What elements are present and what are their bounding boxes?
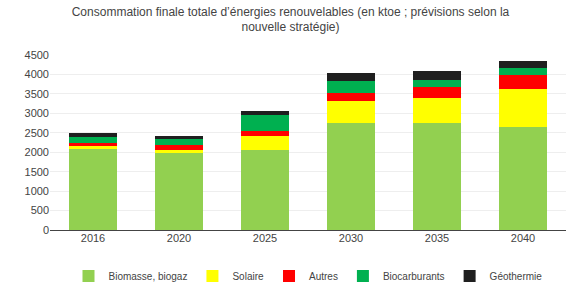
svg-text:2020: 2020 bbox=[167, 232, 191, 244]
svg-text:Consommation finale totale d’é: Consommation finale totale d’énergies re… bbox=[72, 5, 510, 35]
svg-text:Biocarburants: Biocarburants bbox=[383, 271, 445, 282]
svg-text:4500: 4500 bbox=[25, 49, 49, 61]
svg-text:2040: 2040 bbox=[511, 232, 535, 244]
svg-text:3500: 3500 bbox=[25, 88, 49, 100]
svg-text:2030: 2030 bbox=[339, 232, 363, 244]
svg-text:1500: 1500 bbox=[25, 166, 49, 178]
svg-text:Géothermie: Géothermie bbox=[490, 271, 543, 282]
svg-text:Solaire: Solaire bbox=[232, 271, 264, 282]
svg-text:2000: 2000 bbox=[25, 146, 49, 158]
svg-text:2016: 2016 bbox=[81, 232, 105, 244]
svg-text:0: 0 bbox=[43, 224, 49, 236]
svg-text:2025: 2025 bbox=[253, 232, 277, 244]
svg-text:4000: 4000 bbox=[25, 68, 49, 80]
svg-text:3000: 3000 bbox=[25, 107, 49, 119]
svg-text:2035: 2035 bbox=[425, 232, 449, 244]
svg-text:Biomasse, biogaz: Biomasse, biogaz bbox=[109, 271, 188, 282]
svg-text:500: 500 bbox=[31, 204, 49, 216]
svg-text:2500: 2500 bbox=[25, 127, 49, 139]
svg-text:1000: 1000 bbox=[25, 185, 49, 197]
svg-text:Autres: Autres bbox=[309, 271, 338, 282]
